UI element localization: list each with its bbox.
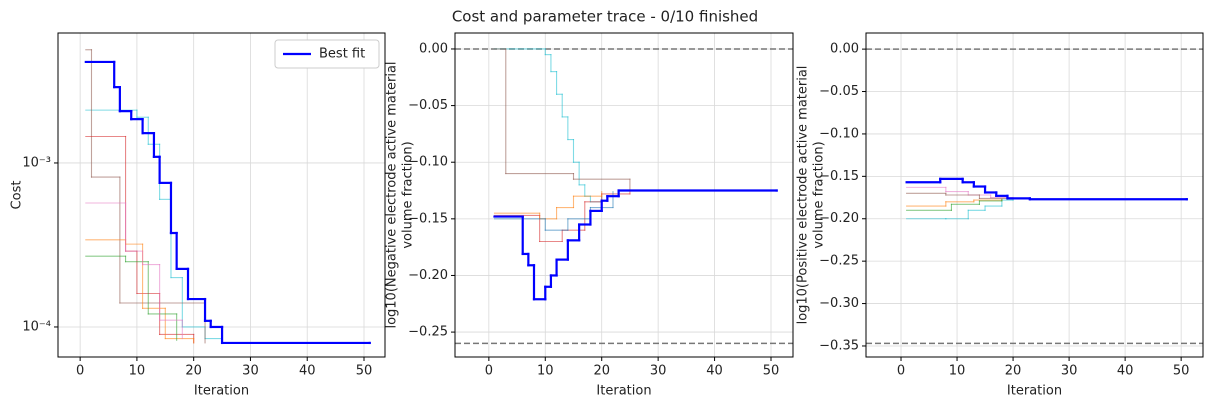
y-tick-label: −0.30 xyxy=(819,296,859,311)
x-tick-label: 0 xyxy=(485,364,493,379)
y-axis-label: log10(Positive electrode active material xyxy=(796,66,811,325)
legend-label: Best fit xyxy=(319,47,365,62)
legend-box xyxy=(274,39,380,69)
trace xyxy=(85,255,178,341)
trace xyxy=(493,48,631,192)
trace xyxy=(906,198,1014,220)
x-tick-label: 40 xyxy=(299,364,316,379)
trace xyxy=(906,198,1003,207)
x-tick-label: 30 xyxy=(650,364,667,379)
y-axis-label: volume fraction) xyxy=(812,141,827,248)
y-axis-label: volume fraction) xyxy=(401,141,416,248)
trace xyxy=(905,177,1188,201)
y-tick-label: −0.15 xyxy=(408,211,448,226)
x-tick-label: 10 xyxy=(537,364,554,379)
x-tick-label: 20 xyxy=(1005,364,1022,379)
trace xyxy=(85,202,183,340)
x-tick-label: 40 xyxy=(1117,364,1134,379)
x-tick-label: 20 xyxy=(593,364,610,379)
axes-frame xyxy=(57,32,386,358)
y-tick-label: 10⁻⁴ xyxy=(22,319,51,334)
x-tick-label: 50 xyxy=(763,364,780,379)
y-tick-label: 10⁻³ xyxy=(22,155,51,170)
x-axis-label: Iteration xyxy=(596,384,651,399)
x-axis-label: Iteration xyxy=(194,384,249,399)
y-tick-label: −0.25 xyxy=(408,325,448,340)
x-tick-label: 50 xyxy=(356,364,373,379)
trace xyxy=(493,191,603,220)
y-tick-label: −0.20 xyxy=(408,268,448,283)
y-tick-label: 0.00 xyxy=(830,42,859,57)
y-tick-label: −0.35 xyxy=(819,338,859,353)
y-axis-label: log10(Negative electrode active material xyxy=(385,61,400,328)
trace xyxy=(493,189,778,301)
x-axis-label: Iteration xyxy=(1007,384,1062,399)
axes-frame xyxy=(865,32,1204,358)
axes-frame xyxy=(454,32,794,358)
trace xyxy=(906,192,1009,200)
y-tick-label: −0.10 xyxy=(408,155,448,170)
x-tick-label: 0 xyxy=(76,364,84,379)
figure-title: Cost and parameter trace - 0/10 finished xyxy=(452,8,758,26)
x-tick-label: 30 xyxy=(1061,364,1078,379)
y-tick-label: −0.25 xyxy=(819,254,859,269)
y-axis-label: Cost xyxy=(10,181,25,210)
x-tick-label: 40 xyxy=(706,364,723,379)
x-tick-label: 30 xyxy=(242,364,259,379)
x-tick-label: 10 xyxy=(949,364,966,379)
x-tick-label: 50 xyxy=(1173,364,1190,379)
y-tick-label: −0.20 xyxy=(819,211,859,226)
trace xyxy=(84,60,371,345)
y-tick-label: 0.00 xyxy=(419,41,448,56)
x-tick-label: 0 xyxy=(897,364,905,379)
y-tick-label: −0.05 xyxy=(819,84,859,99)
trace xyxy=(906,198,1003,211)
y-tick-label: −0.10 xyxy=(819,126,859,141)
x-tick-label: 10 xyxy=(129,364,146,379)
x-tick-label: 20 xyxy=(185,364,202,379)
y-tick-label: −0.15 xyxy=(819,169,859,184)
y-tick-label: −0.05 xyxy=(408,98,448,113)
